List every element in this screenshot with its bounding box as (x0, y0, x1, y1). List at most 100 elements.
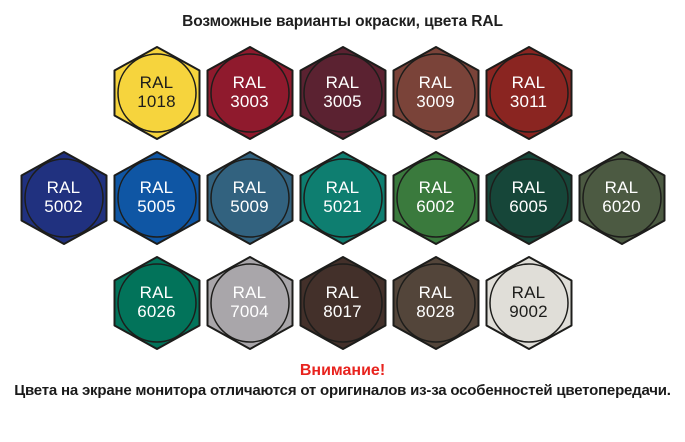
hexagon-shape (206, 256, 293, 350)
hexagon-ring (116, 53, 197, 133)
ral-code: 3009 (416, 92, 455, 111)
ral-label: RAL 1018 (113, 46, 201, 140)
ral-label: RAL 9002 (485, 256, 573, 350)
page-title: Возможные варианты окраски, цвета RAL (182, 13, 503, 30)
ral-hexagon-5009: RAL 5009 (206, 151, 294, 245)
hexagon-swatch (206, 256, 293, 350)
hexagon-swatch (206, 46, 293, 140)
ral-hexagon-3003: RAL 3003 (206, 46, 294, 140)
ral-code: 5009 (230, 197, 269, 216)
ral-label: RAL 3005 (299, 46, 387, 140)
hexagon-shape (485, 151, 572, 245)
hexagon-shape (20, 151, 107, 245)
hexagon-swatch (299, 151, 386, 245)
ral-prefix: RAL (511, 178, 546, 198)
hexagon-shape (299, 46, 386, 140)
ral-code: 5002 (44, 197, 83, 216)
hexagon-ring (209, 263, 290, 343)
hexagon-swatch (392, 46, 479, 140)
hexagon-swatch (113, 256, 200, 350)
ral-prefix: RAL (325, 73, 360, 93)
hexagon-shape (578, 151, 665, 245)
ral-label: RAL 5002 (20, 151, 108, 245)
hexagon-shape (392, 256, 479, 350)
ral-hexagon-1018: RAL 1018 (113, 46, 201, 140)
ral-code: 6005 (509, 197, 548, 216)
ral-prefix: RAL (232, 178, 267, 198)
ral-prefix: RAL (232, 73, 267, 93)
ral-label: RAL 6002 (392, 151, 480, 245)
hexagon-shape (485, 256, 572, 350)
ral-prefix: RAL (511, 73, 546, 93)
ral-hexagon-3009: RAL 3009 (392, 46, 480, 140)
hex-row-1: RAL 1018 RAL 3003 RAL 3005 RAL 3009 RAL 3011 (113, 46, 573, 140)
hexagon-ring (488, 53, 569, 133)
ral-prefix: RAL (325, 178, 360, 198)
ral-code: 6020 (602, 197, 641, 216)
ral-prefix: RAL (139, 283, 174, 303)
hexagon-ring (116, 263, 197, 343)
ral-prefix: RAL (511, 283, 546, 303)
hexagon-swatch (392, 151, 479, 245)
hexagon-swatch (299, 256, 386, 350)
hexagon-shape (299, 256, 386, 350)
ral-prefix: RAL (139, 178, 174, 198)
ral-code: 6002 (416, 197, 455, 216)
ral-label: RAL 6020 (578, 151, 666, 245)
warning-block: Внимание! Цвета на экране монитора отлич… (0, 362, 685, 399)
ral-prefix: RAL (46, 178, 81, 198)
hexagon-shape (113, 256, 200, 350)
ral-label: RAL 6026 (113, 256, 201, 350)
hexagon-ring (209, 53, 290, 133)
hexagon-ring (23, 158, 104, 238)
hexagon-ring (395, 263, 476, 343)
hexagon-swatch (206, 151, 293, 245)
ral-code: 5005 (137, 197, 176, 216)
ral-label: RAL 8017 (299, 256, 387, 350)
ral-label: RAL 5009 (206, 151, 294, 245)
ral-label: RAL 8028 (392, 256, 480, 350)
hex-row-2: RAL 5002 RAL 5005 RAL 5009 RAL 5021 RAL 6002 … (20, 151, 666, 245)
ral-code: 8017 (323, 302, 362, 321)
hexagon-ring (209, 158, 290, 238)
hexagon-swatch (299, 46, 386, 140)
warning-text: Цвета на экране монитора отличаются от о… (14, 382, 671, 399)
hexagon-shape (299, 151, 386, 245)
ral-code: 5021 (323, 197, 362, 216)
ral-hexagon-5005: RAL 5005 (113, 151, 201, 245)
ral-code: 8028 (416, 302, 455, 321)
ral-label: RAL 3011 (485, 46, 573, 140)
hexagon-shape (392, 46, 479, 140)
hexagon-ring (302, 263, 383, 343)
hexagon-ring (488, 263, 569, 343)
hexagon-swatch (485, 46, 572, 140)
ral-label: RAL 5021 (299, 151, 387, 245)
hexagon-shape (206, 46, 293, 140)
ral-prefix: RAL (604, 178, 639, 198)
hexagon-swatch (113, 151, 200, 245)
ral-code: 3003 (230, 92, 269, 111)
ral-prefix: RAL (418, 283, 453, 303)
ral-code: 7004 (230, 302, 269, 321)
hexagon-swatch (20, 151, 107, 245)
ral-code: 3011 (509, 92, 548, 111)
ral-hexagon-6026: RAL 6026 (113, 256, 201, 350)
ral-label: RAL 3009 (392, 46, 480, 140)
ral-label: RAL 5005 (113, 151, 201, 245)
hex-row-3: RAL 6026 RAL 7004 RAL 8017 RAL 8028 RAL 9002 (113, 256, 573, 350)
hexagon-ring (581, 158, 662, 238)
hexagon-ring (488, 158, 569, 238)
hexagon-swatch (485, 256, 572, 350)
hexagon-ring (116, 158, 197, 238)
hexagon-ring (302, 53, 383, 133)
hexagon-shape (392, 151, 479, 245)
hexagon-shape (485, 46, 572, 140)
ral-label: RAL 3003 (206, 46, 294, 140)
ral-hexagon-8028: RAL 8028 (392, 256, 480, 350)
hexagon-shape (113, 46, 200, 140)
hexagon-swatch (113, 46, 200, 140)
hexagon-swatch (485, 151, 572, 245)
hexagon-ring (395, 53, 476, 133)
ral-code: 6026 (137, 302, 176, 321)
ral-code: 1018 (137, 92, 176, 111)
